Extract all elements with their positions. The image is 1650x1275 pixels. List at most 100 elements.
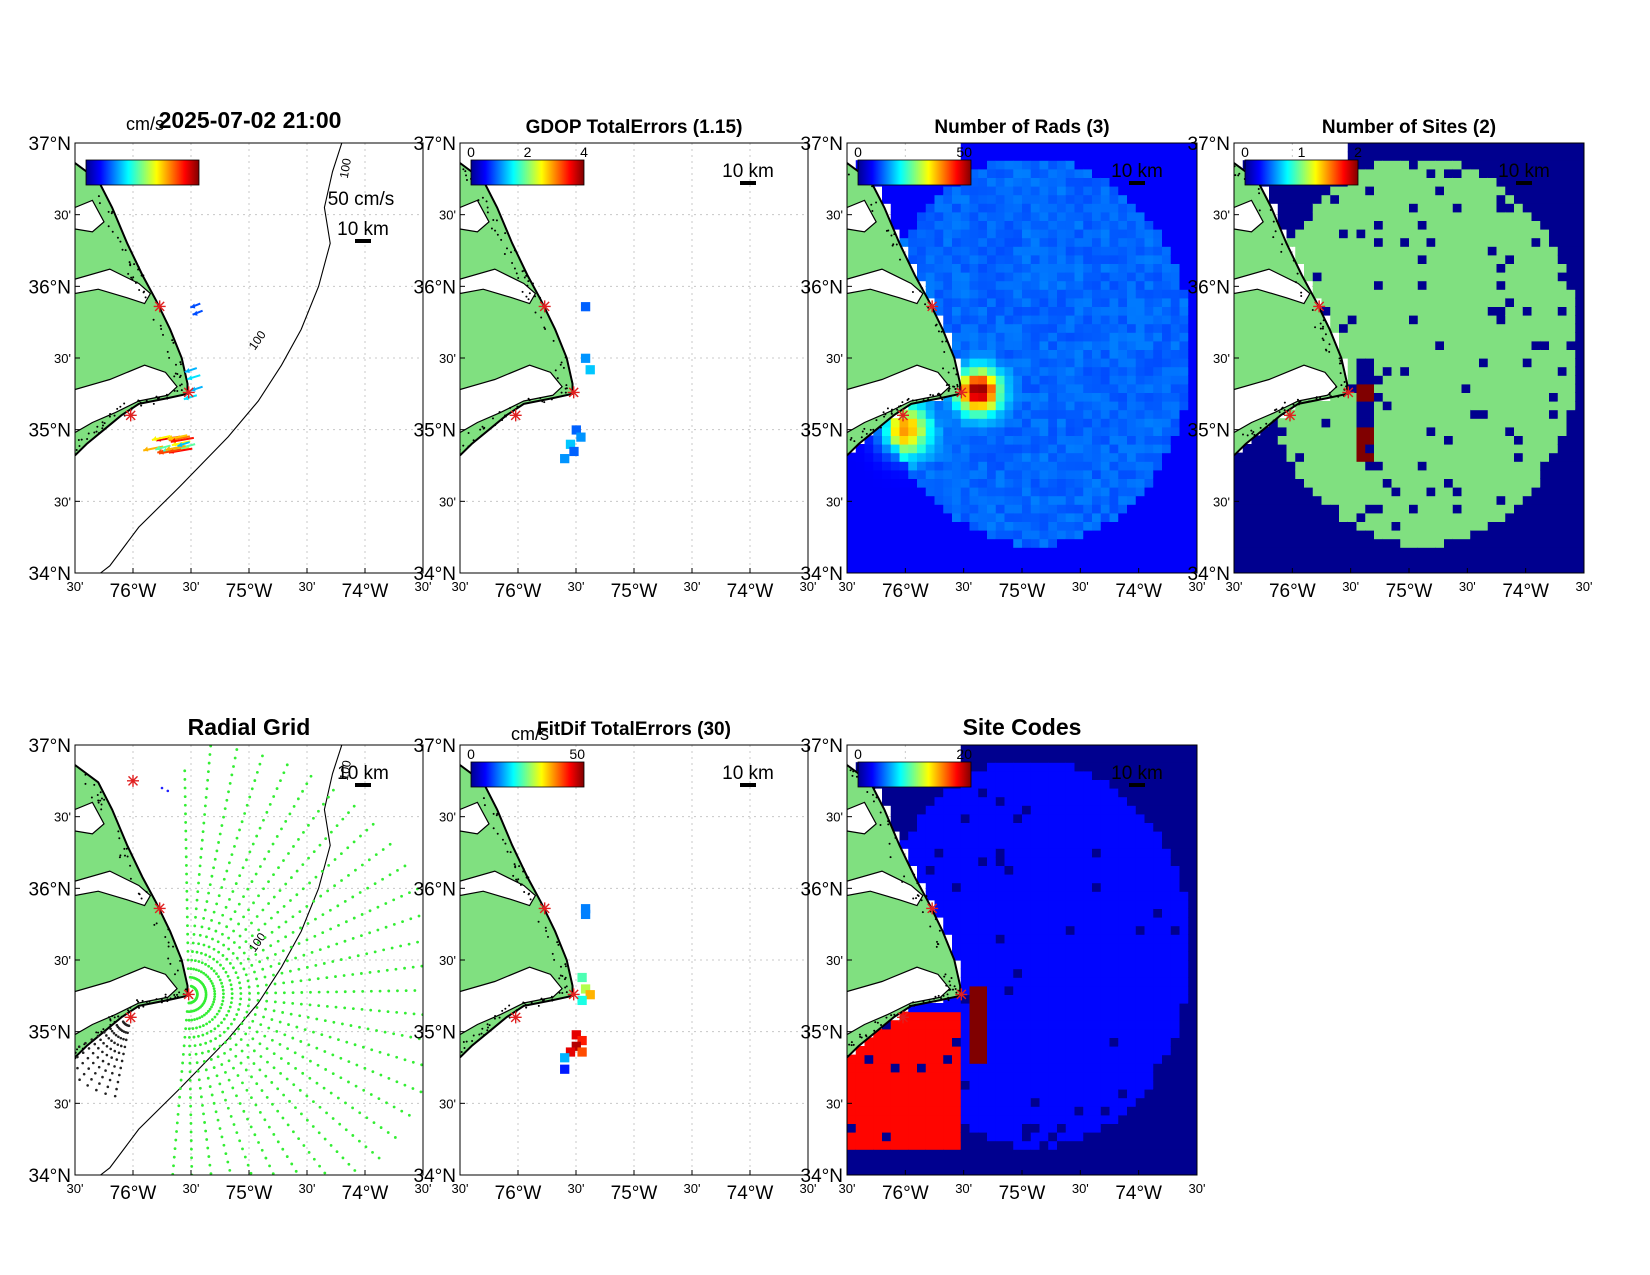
site-marker <box>538 902 551 915</box>
x-tick-label: 76°W <box>110 581 157 602</box>
map-area <box>460 745 808 1175</box>
x-tick-label: 76°W <box>882 581 929 602</box>
x-tick-label: 30' <box>415 579 432 594</box>
panel-title: FitDif TotalErrors (30) <box>537 719 731 740</box>
scale-bar: 10 km <box>1111 161 1163 185</box>
data-field <box>560 904 595 1074</box>
sound-3 <box>847 199 877 233</box>
sound-2 <box>1234 364 1338 434</box>
sound-2 <box>847 364 951 434</box>
x-tick-label: 30' <box>800 1181 817 1196</box>
map-area <box>847 143 1197 573</box>
x-tick-label: 30' <box>299 579 316 594</box>
hf-sites <box>509 172 580 422</box>
sound-3 <box>75 801 105 835</box>
y-tick-label: 30' <box>826 351 843 366</box>
x-tick-label: 74°W <box>1115 581 1162 602</box>
coastline <box>1234 162 1349 457</box>
y-tick-label: 30' <box>439 1096 456 1111</box>
site-marker <box>182 386 195 399</box>
map-area <box>460 143 808 573</box>
x-tick-label: 75°W <box>1386 581 1433 602</box>
colorbar-tick: 2 <box>1354 144 1362 160</box>
axis-ticks: 37°N30'36°N30'35°N30'34°N30' 76°W 30' 75°W 3… <box>414 134 817 602</box>
sound-3 <box>847 801 877 835</box>
site-marker <box>1313 300 1326 313</box>
coast-islands <box>460 782 571 1053</box>
sound-1 <box>1234 268 1311 305</box>
x-tick-label: 30' <box>955 579 972 594</box>
y-tick-label: 36°N <box>29 277 71 298</box>
scale-bar-label: 10 km <box>1498 161 1550 182</box>
colorbar-tick: 2 <box>524 144 532 160</box>
y-tick-label: 30' <box>54 208 71 223</box>
y-tick-label: 37°N <box>414 134 456 155</box>
site-marker <box>955 386 968 399</box>
site-marker <box>1342 386 1355 399</box>
graticule <box>460 143 808 573</box>
site-marker <box>1284 409 1296 422</box>
x-tick-label: 76°W <box>1269 581 1316 602</box>
y-tick-label: 36°N <box>29 879 71 900</box>
y-tick-label: 30' <box>1213 208 1230 223</box>
y-tick-label: 35°N <box>414 1023 456 1044</box>
axis-ticks: 37°N30'36°N30'35°N30'34°N30' 76°W 30' 75°W 3… <box>29 134 432 602</box>
y-tick-label: 30' <box>826 1096 843 1111</box>
radial-grid <box>76 745 423 1175</box>
x-tick-label: 30' <box>452 579 469 594</box>
coastline <box>847 162 962 457</box>
colorbar: 0 1 2 <box>1241 144 1362 186</box>
y-tick-label: 37°N <box>29 736 71 757</box>
y-tick-label: 30' <box>1213 494 1230 509</box>
axis-ticks: 37°N30'36°N30'35°N30'34°N30' 76°W 30' 75°W 3… <box>801 736 1206 1204</box>
data-field <box>560 302 595 464</box>
scale-bar: 10 km <box>1111 763 1163 787</box>
colorbar-tick: 50 <box>956 144 972 160</box>
y-tick-label: 30' <box>826 810 843 825</box>
x-tick-label: 30' <box>1072 579 1089 594</box>
map-area <box>847 745 1197 1175</box>
scale-bar: 10 km <box>337 219 389 243</box>
coast-islands <box>847 173 959 443</box>
axis-ticks: 37°N30'36°N30'35°N30'34°N30' 76°W 30' 75°W 3… <box>29 736 432 1204</box>
x-tick-label: 75°W <box>999 1183 1046 1204</box>
isobath-100 <box>100 143 343 573</box>
y-tick-label: 34°N <box>414 1166 456 1187</box>
x-tick-label: 30' <box>1189 1181 1206 1196</box>
x-tick-label: 30' <box>67 1181 84 1196</box>
scale-bar-label: 10 km <box>722 763 774 784</box>
colorbar-label: cm/s <box>126 114 164 134</box>
colorbar-tick: 50 <box>569 746 585 762</box>
scale-bar-label: 10 km <box>1111 763 1163 784</box>
x-tick-label: 30' <box>1189 579 1206 594</box>
x-tick-label: 74°W <box>727 1183 774 1204</box>
graticule <box>75 143 423 573</box>
y-tick-label: 34°N <box>414 564 456 585</box>
x-tick-label: 75°W <box>226 1183 273 1204</box>
sound-1 <box>847 268 924 305</box>
colorbar-tick: 0 <box>1241 144 1249 160</box>
site-marker <box>127 774 139 787</box>
site-marker <box>567 988 580 1001</box>
y-tick-label: 30' <box>439 810 456 825</box>
figure-timestamp: 2025-07-02 21:00 <box>159 107 342 133</box>
axis-ticks: 37°N30'36°N30'35°N30'34°N30' 76°W 30' 75°W 3… <box>1188 134 1593 602</box>
sound-3 <box>1234 199 1264 233</box>
x-tick-label: 30' <box>684 579 701 594</box>
colorbar-tick: 0 <box>467 144 475 160</box>
coastline <box>847 764 962 1059</box>
x-tick-label: 74°W <box>727 581 774 602</box>
panel-title: GDOP TotalErrors (1.15) <box>526 117 743 138</box>
sound-1 <box>460 268 537 305</box>
panel-title: Site Codes <box>963 714 1082 740</box>
y-tick-label: 30' <box>1213 351 1230 366</box>
sound-2 <box>460 966 563 1036</box>
scale-bar: 10 km <box>1498 161 1550 185</box>
x-tick-label: 75°W <box>999 581 1046 602</box>
y-tick-label: 30' <box>439 953 456 968</box>
x-tick-label: 30' <box>1576 579 1593 594</box>
y-tick-label: 30' <box>54 494 71 509</box>
sound-1 <box>75 268 152 305</box>
x-tick-label: 74°W <box>1502 581 1549 602</box>
x-tick-label: 30' <box>1072 1181 1089 1196</box>
